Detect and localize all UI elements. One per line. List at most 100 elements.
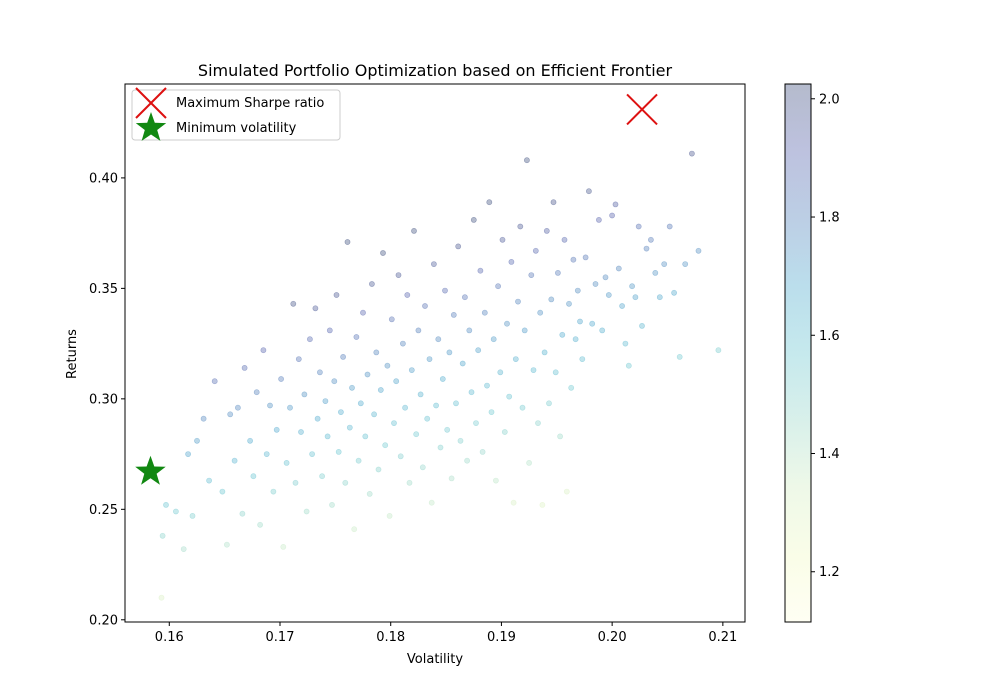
scatter-point <box>355 457 362 464</box>
max-sharpe-marker <box>626 93 658 126</box>
scatter-point <box>312 305 319 312</box>
scatter-point <box>499 236 506 243</box>
scatter-point <box>430 261 437 267</box>
scatter-point <box>200 415 207 422</box>
scatter-point <box>541 349 548 356</box>
scatter-point <box>322 398 329 404</box>
scatter-point <box>384 362 391 369</box>
scatter-point <box>444 426 451 433</box>
scatter-point <box>671 289 677 296</box>
scatter-point <box>437 444 444 451</box>
min-volatility-marker <box>135 455 166 485</box>
scatter-point <box>473 420 479 426</box>
legend-cross-icon <box>135 87 167 119</box>
scatter-point <box>231 457 238 464</box>
x-tick-label: 0.20 <box>598 630 627 645</box>
scatter-point <box>495 283 501 290</box>
x-tick-label: 0.21 <box>708 630 737 645</box>
scatter-point <box>219 488 226 495</box>
plot-frame <box>124 83 746 623</box>
scatter-point <box>298 429 304 435</box>
scatter-point <box>559 331 566 338</box>
scatter-point <box>172 508 179 515</box>
scatter-point <box>470 216 477 223</box>
scatter-point <box>402 404 408 411</box>
scatter-point <box>239 510 246 517</box>
scatter-point <box>417 391 424 398</box>
legend: Maximum Sharpe ratio Minimum volatility <box>131 87 341 141</box>
scatter-point <box>340 353 346 360</box>
scatter-point <box>316 369 323 376</box>
scatter-point <box>351 526 358 533</box>
scatter-point <box>563 488 570 495</box>
scatter-point <box>303 508 310 515</box>
scatter-point <box>306 336 313 343</box>
scatter-point <box>557 433 563 440</box>
scatter-point <box>466 327 473 334</box>
scatter-point <box>676 353 683 360</box>
legend-label-min-volatility: Minimum volatility <box>176 121 297 136</box>
scatter-point <box>329 501 335 508</box>
scatter-point <box>629 283 635 290</box>
scatter-point <box>309 451 315 457</box>
scatter-point <box>326 327 333 334</box>
scatter-point <box>457 437 464 444</box>
x-tick-label: 0.19 <box>487 630 516 645</box>
scatter-point <box>448 475 455 482</box>
scatter-point <box>497 369 504 376</box>
scatter-point <box>273 426 280 433</box>
y-axis-ticks: 0.20 0.25 0.30 0.35 0.40 <box>89 171 125 628</box>
scatter-point <box>194 437 200 444</box>
scatter-point <box>552 369 559 376</box>
chart-title: Simulated Portfolio Optimization based o… <box>198 61 673 80</box>
scatter-point <box>263 451 270 457</box>
scatter-point <box>280 544 287 550</box>
scatter-point <box>715 347 722 354</box>
scatter-point <box>582 254 589 261</box>
scatter-point <box>227 411 234 418</box>
scatter-point <box>314 415 321 422</box>
scatter-point <box>406 479 413 486</box>
scatter-point <box>234 404 241 411</box>
scatter-point <box>486 199 493 206</box>
scatter-point <box>453 400 459 407</box>
y-tick-label: 0.25 <box>89 503 118 518</box>
scatter-point <box>695 247 702 254</box>
scatter-point <box>428 499 435 506</box>
scatter-point <box>468 389 475 396</box>
scatter-point <box>337 409 344 415</box>
scatter-point <box>292 479 299 486</box>
scatter-point <box>163 501 169 508</box>
scatter-point <box>643 245 650 252</box>
scatter-point <box>333 292 340 298</box>
scatter-point <box>253 389 260 396</box>
scatter-point <box>605 292 612 298</box>
scatter-point <box>257 521 263 528</box>
scatter-point <box>295 356 302 362</box>
x-tick-label: 0.17 <box>266 630 295 645</box>
scatter-point <box>180 546 187 552</box>
scatter-point <box>393 378 400 385</box>
scatter-point <box>526 459 532 466</box>
scatter-point <box>331 378 338 385</box>
colorbar-tick-label: 1.6 <box>819 329 840 344</box>
scatter-point <box>579 356 586 362</box>
scatter-point <box>413 431 420 438</box>
legend-cross-shape <box>135 87 167 119</box>
scatter-point <box>528 272 535 278</box>
scatter-point <box>574 287 581 294</box>
scatter-point <box>622 340 629 347</box>
scatter-point <box>404 292 411 298</box>
scatter-point <box>433 402 439 409</box>
x-axis-ticks: 0.16 0.17 0.18 0.19 0.20 0.21 <box>155 622 737 645</box>
scatter-point <box>301 391 308 398</box>
scatter-point <box>682 261 689 267</box>
scatter-point <box>479 448 486 455</box>
scatter-point <box>223 541 230 548</box>
scatter-point <box>550 199 557 206</box>
scatter-point <box>543 227 550 234</box>
scatter-points <box>158 150 722 601</box>
scatter-point <box>481 309 488 316</box>
x-tick-label: 0.16 <box>155 630 184 645</box>
